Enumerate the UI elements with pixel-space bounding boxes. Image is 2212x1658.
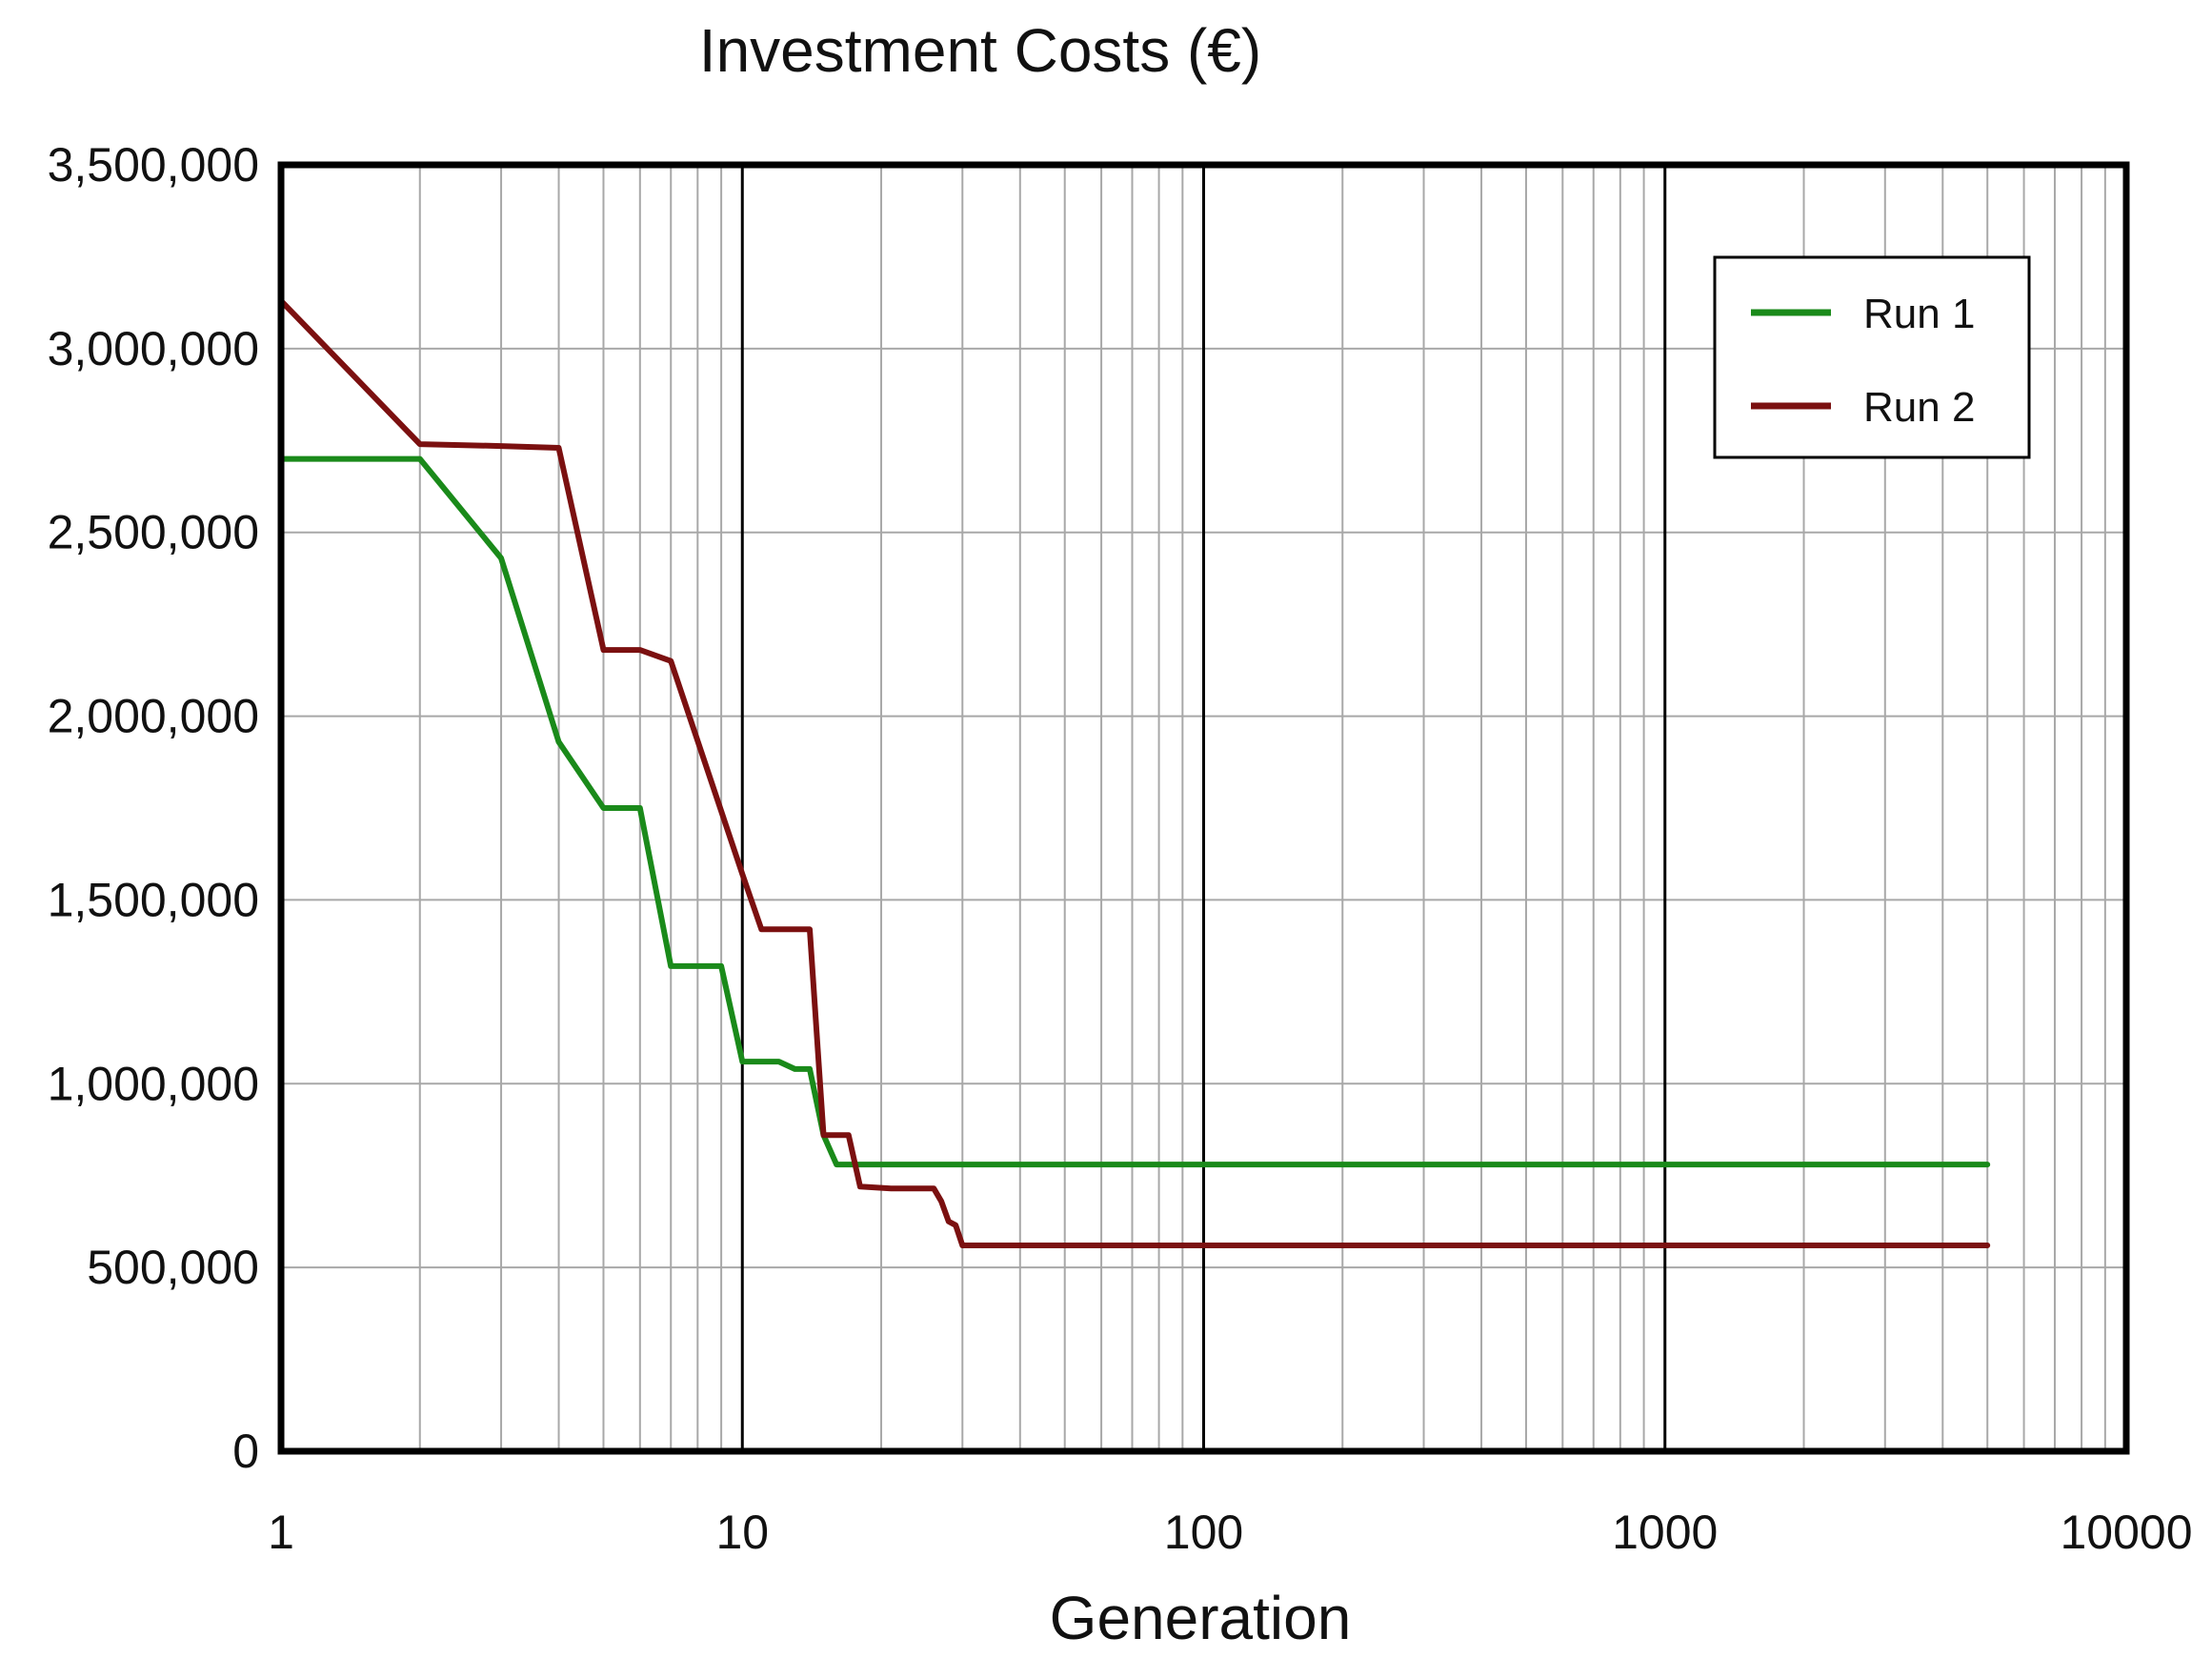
plot-frame xyxy=(277,161,2130,1455)
chart-title: Investment Costs (€) xyxy=(699,16,1261,85)
y-tick-label: 3,000,000 xyxy=(48,322,259,375)
x-axis-ticks: 1 10 100 1000 10000 xyxy=(268,1506,2192,1559)
y-tick-label: 2,000,000 xyxy=(48,690,259,743)
x-tick-label: 10 xyxy=(715,1506,769,1559)
y-tick-label: 2,500,000 xyxy=(48,506,259,559)
legend-label-run-2: Run 2 xyxy=(1863,384,1975,431)
y-tick-label: 0 xyxy=(232,1425,259,1478)
x-tick-label: 100 xyxy=(1164,1506,1243,1559)
x-tick-label: 1000 xyxy=(1612,1506,1718,1559)
legend-label-run-1: Run 1 xyxy=(1863,291,1975,337)
series-line-run-1 xyxy=(278,455,1991,1168)
x-tick-label: 1 xyxy=(268,1506,294,1559)
legend-box xyxy=(1713,255,2031,459)
legend: Run 1 Run 2 xyxy=(1713,255,2031,459)
y-tick-label: 500,000 xyxy=(87,1241,259,1294)
y-tick-label: 1,000,000 xyxy=(48,1057,259,1110)
series-lines xyxy=(278,297,1991,1248)
y-tick-label: 1,500,000 xyxy=(48,873,259,926)
x-tick-label: 10000 xyxy=(2060,1506,2192,1559)
y-tick-label: 3,500,000 xyxy=(48,138,259,192)
x-axis-label: Generation xyxy=(1050,1584,1352,1652)
y-axis-ticks: 0 500,000 1,000,000 1,500,000 2,000,000 2,500… xyxy=(48,138,259,1478)
series-line-run-2 xyxy=(278,297,1991,1248)
